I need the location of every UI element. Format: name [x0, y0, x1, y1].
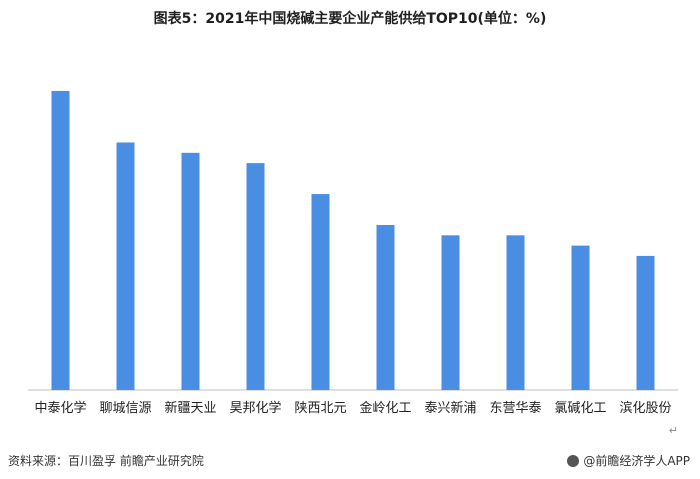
x-tick-label-1: 中泰化学 — [34, 400, 86, 416]
x-tick-label-4: 昊邦化学 — [229, 400, 281, 416]
x-tick-label-6: 金岭化工 — [359, 400, 411, 416]
bar-4 — [246, 163, 265, 390]
bar-chart: 中泰化学 聊城信源 新疆天业 昊邦化学 陕西北元 金岭化工 泰兴新浦 东营华泰 氯碱化工 滨化股份 — [28, 90, 678, 416]
x-tick-label-2: 聊城信源 — [99, 401, 151, 416]
return-mark: ↵ — [668, 424, 678, 437]
chart-title: 图表5：2021年中国烧碱主要企业产能供给TOP10(单位：%) — [153, 11, 547, 27]
bar-10 — [636, 255, 655, 390]
bar-5 — [311, 194, 330, 390]
bar-1 — [51, 90, 70, 390]
x-tick-label-8: 东营华泰 — [489, 401, 541, 416]
brand-text: @前瞻经济学人APP — [583, 454, 690, 468]
brand-label: @前瞻经济学人APP — [567, 452, 690, 469]
bar-3 — [181, 152, 200, 390]
x-tick-label-3: 新疆天业 — [164, 400, 216, 416]
x-tick-label-10: 滨化股份 — [619, 400, 671, 416]
x-tick-label-9: 氯碱化工 — [554, 401, 606, 416]
bar-2 — [116, 142, 135, 390]
bar-9 — [571, 245, 590, 390]
bar-7 — [441, 235, 460, 390]
source-note: 资料来源：百川盈孚 前瞻产业研究院 — [8, 454, 204, 468]
x-tick-label-7: 泰兴新浦 — [424, 400, 476, 416]
x-tick-label-5: 陕西北元 — [294, 401, 346, 416]
bar-6 — [376, 225, 395, 390]
bar-8 — [506, 235, 525, 390]
chart-area: 中泰化学 聊城信源 新疆天业 昊邦化学 陕西北元 金岭化工 泰兴新浦 东营华泰 氯碱化工 滨化股份 — [28, 60, 678, 420]
brand-icon — [567, 455, 580, 467]
